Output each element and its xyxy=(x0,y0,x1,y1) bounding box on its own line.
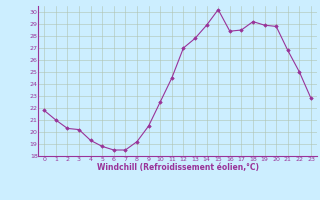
X-axis label: Windchill (Refroidissement éolien,°C): Windchill (Refroidissement éolien,°C) xyxy=(97,163,259,172)
